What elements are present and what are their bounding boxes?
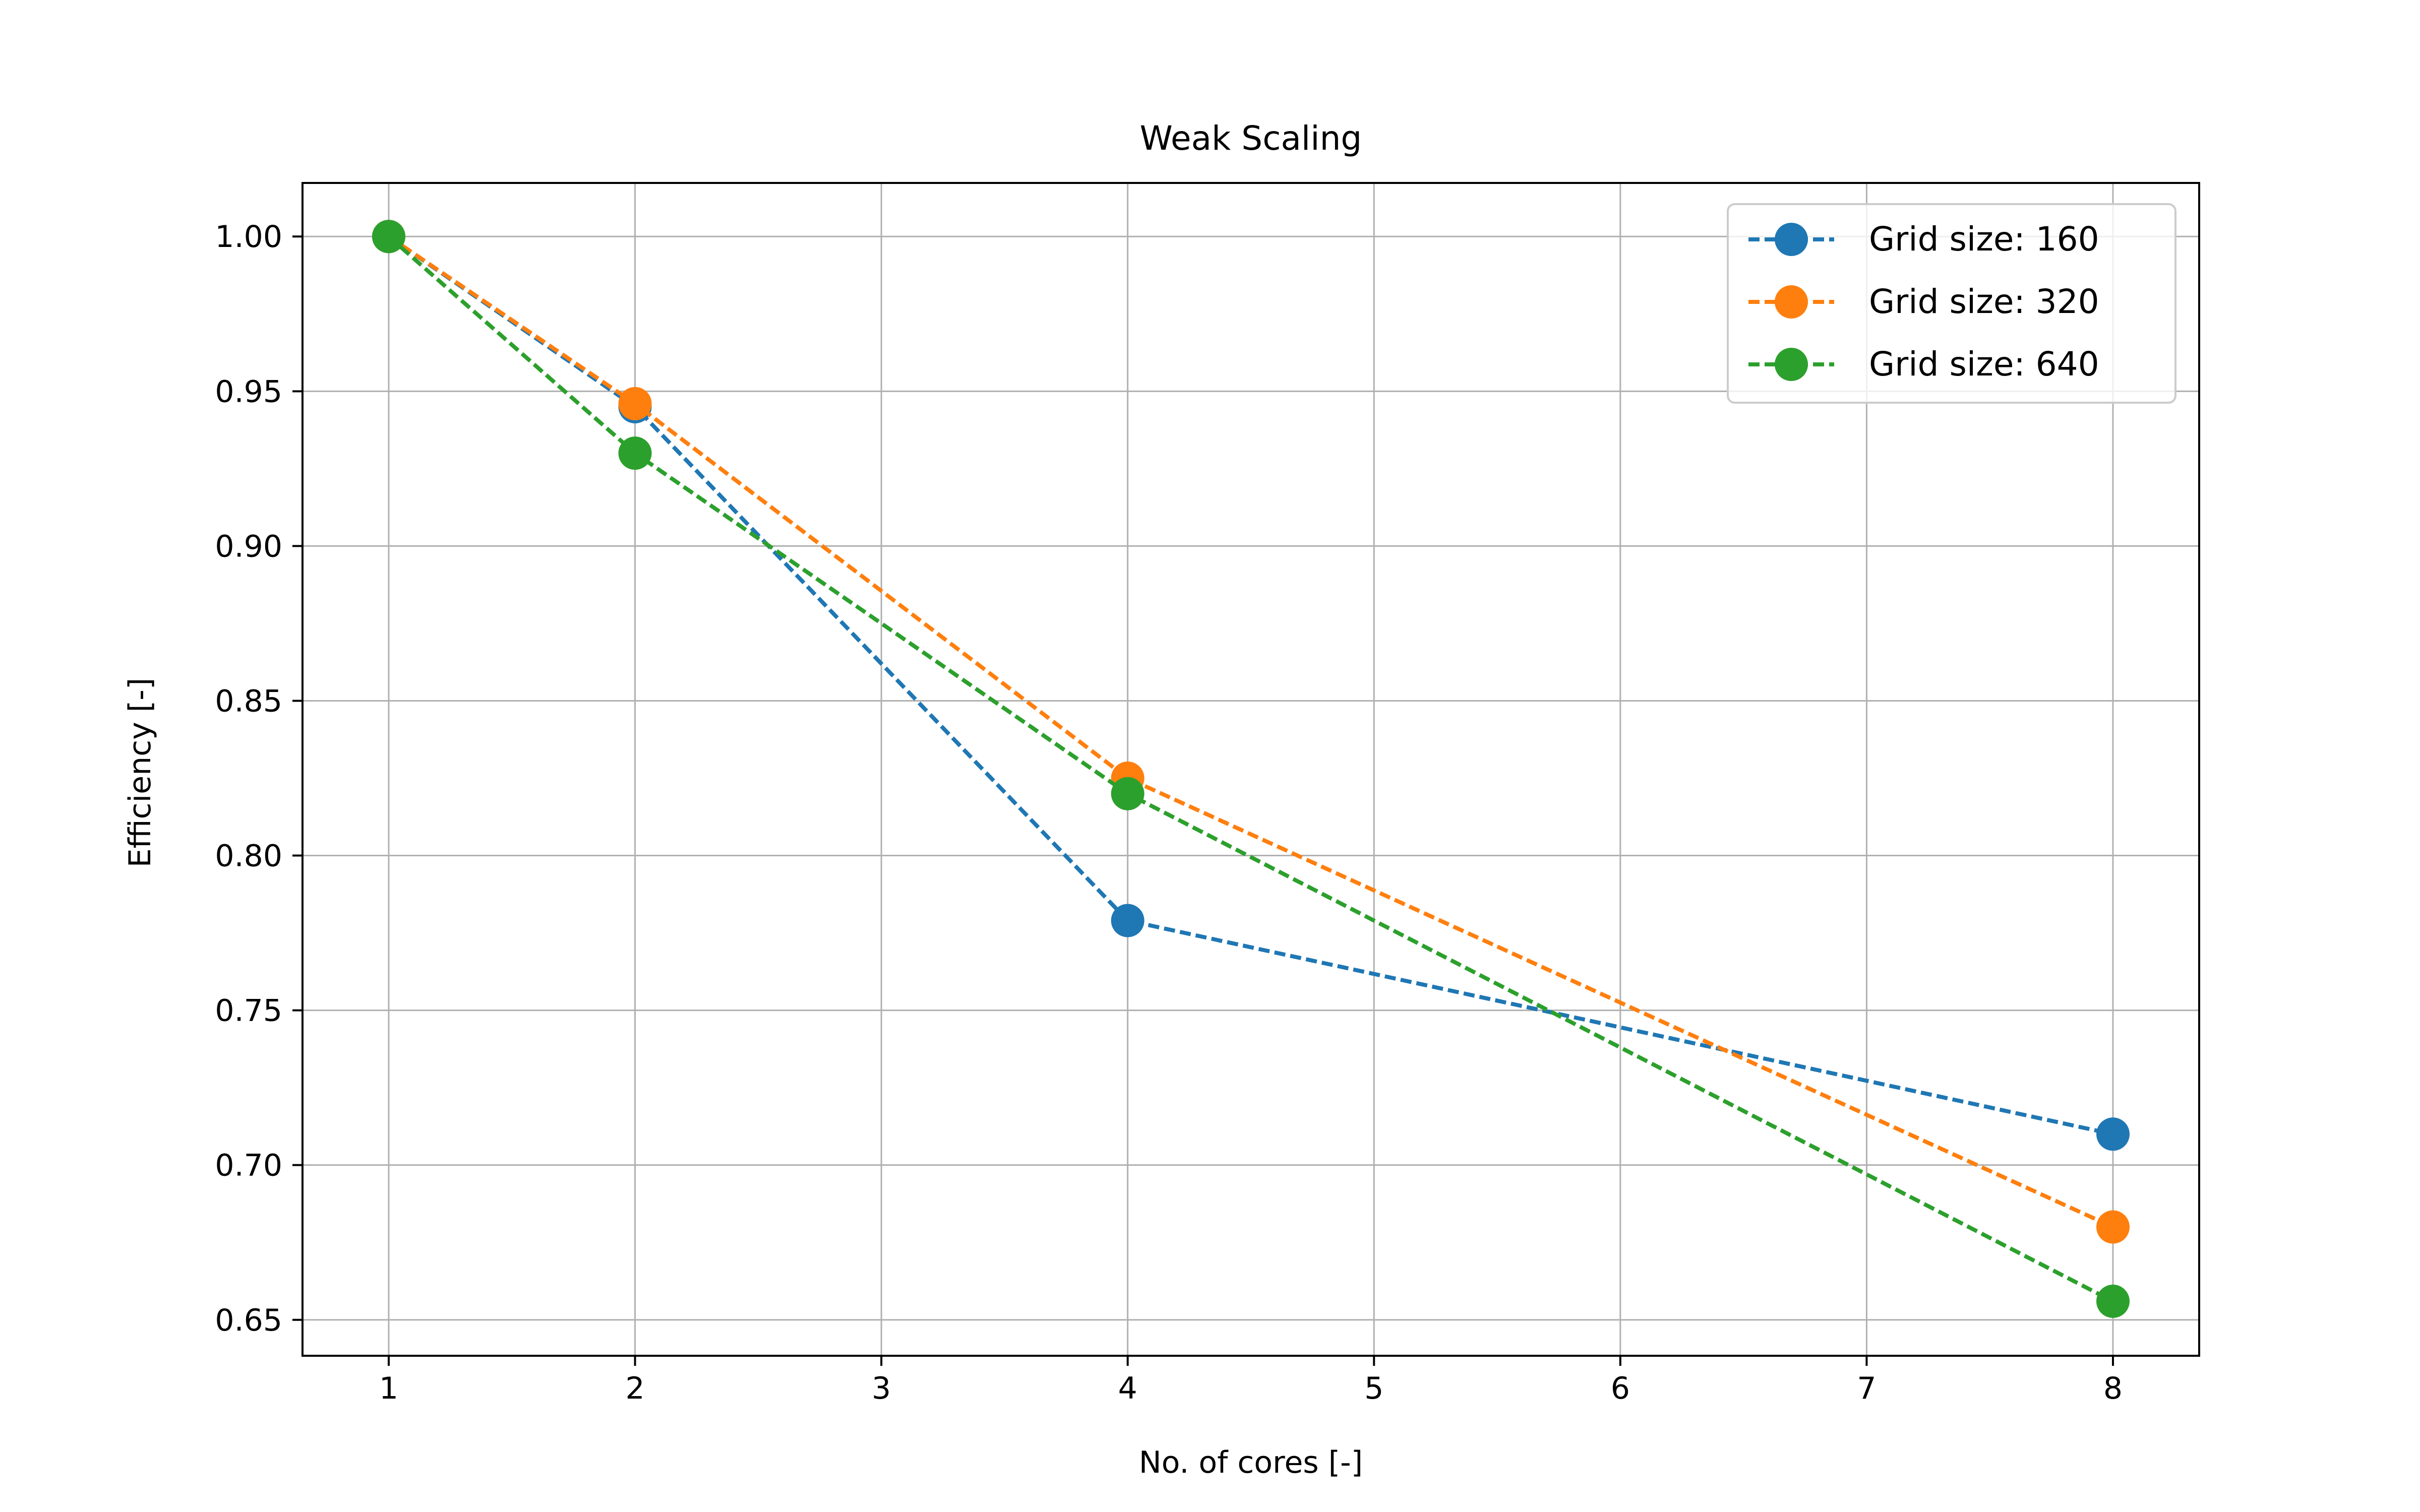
y-tick-label: 1.00 xyxy=(215,219,282,255)
legend-entry: Grid size: 640 xyxy=(1748,345,2099,384)
data-point xyxy=(2096,1210,2130,1244)
legend-entry: Grid size: 320 xyxy=(1748,282,2099,321)
y-tick-label: 0.65 xyxy=(215,1303,282,1338)
series-3 xyxy=(372,220,2130,1318)
x-tick-label: 4 xyxy=(1118,1371,1137,1406)
x-tick-label: 3 xyxy=(872,1371,891,1406)
plot-frame xyxy=(301,182,2200,1357)
y-tick-label: 0.90 xyxy=(215,529,282,564)
legend-marker xyxy=(1775,223,1808,256)
data-point xyxy=(2096,1117,2130,1151)
x-tick-label: 6 xyxy=(1611,1371,1630,1406)
axis-ticks: 1 2 3 4 5 6 7 8 0.65 0.70 0.75 0.80 0.85 0.90 0.95 1.00 xyxy=(215,219,2123,1406)
x-tick-label: 5 xyxy=(1364,1371,1383,1406)
x-tick-label: 8 xyxy=(2103,1371,2123,1406)
y-tick-label: 0.70 xyxy=(215,1148,282,1183)
data-point xyxy=(1111,777,1144,810)
y-tick-label: 0.95 xyxy=(215,374,282,409)
legend-marker xyxy=(1775,348,1808,381)
series-layer xyxy=(372,220,2130,1318)
chart-title: Weak Scaling xyxy=(1140,119,1362,158)
data-point xyxy=(618,436,652,470)
x-tick-label: 1 xyxy=(379,1371,398,1406)
y-tick-label: 0.80 xyxy=(215,839,282,874)
x-axis-label: No. of cores [-] xyxy=(1139,1445,1363,1480)
series-line xyxy=(387,234,2114,1229)
data-point xyxy=(372,220,405,254)
legend-label: Grid size: 640 xyxy=(1869,345,2099,384)
legend-marker xyxy=(1775,285,1808,319)
data-point xyxy=(618,387,652,420)
legend-label: Grid size: 160 xyxy=(1869,220,2099,259)
data-point xyxy=(2096,1284,2130,1318)
y-tick-label: 0.85 xyxy=(215,683,282,719)
x-tick-label: 7 xyxy=(1857,1371,1876,1406)
y-tick-label: 0.75 xyxy=(215,993,282,1029)
data-point xyxy=(1111,904,1144,937)
y-axis-label: Efficiency [-] xyxy=(123,678,158,868)
legend-label: Grid size: 320 xyxy=(1869,282,2099,321)
legend-box xyxy=(1727,203,2176,404)
series-line xyxy=(387,235,2114,1303)
legend-entry: Grid size: 160 xyxy=(1748,220,2099,259)
x-tick-label: 2 xyxy=(625,1371,644,1406)
legend: Grid size: 160 Grid size: 320 Grid size: 6… xyxy=(1727,203,2176,404)
